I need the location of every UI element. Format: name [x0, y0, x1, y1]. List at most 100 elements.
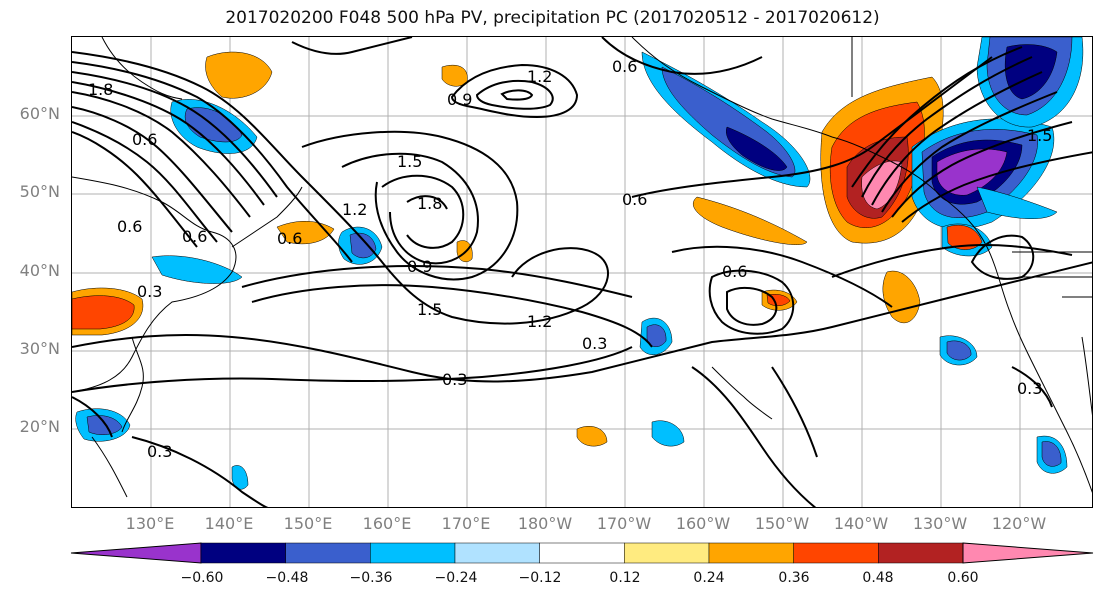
contour-label: 0.6	[132, 130, 157, 149]
lat-label: 60°N	[19, 104, 60, 123]
coastline	[231, 186, 303, 248]
lon-label: 120°W	[991, 514, 1047, 533]
colorbar-cell	[454, 542, 540, 564]
pv-contour	[72, 106, 233, 233]
precip-negative-region	[349, 232, 377, 259]
colorbar-tick-label: −0.36	[349, 570, 393, 586]
pv-contour	[450, 63, 579, 119]
colorbar-tick-label: −0.12	[518, 570, 562, 586]
contour-label: 0.6	[277, 229, 302, 248]
contour-label: 0.9	[447, 90, 472, 109]
precip-negative-region	[1041, 441, 1062, 467]
lat-label: 20°N	[19, 417, 60, 436]
contour-label: 1.2	[342, 200, 367, 219]
precip-positive-region	[576, 426, 608, 447]
lon-label: 160°E	[362, 514, 412, 533]
pv-contour	[341, 152, 479, 265]
precip-positive-region	[692, 196, 808, 245]
precip-negative-region	[651, 420, 685, 447]
lat-label: 30°N	[19, 339, 60, 358]
pv-contour	[970, 234, 1035, 280]
map-panel: 1.8 0.6 1.2 0.9 0.6 1.5 1.8 1.2 0.6 0.6 …	[71, 36, 1093, 508]
colorbar-cell	[878, 542, 964, 564]
contour-label: 0.6	[182, 227, 207, 246]
colorbar-tick-label: 0.60	[947, 570, 979, 586]
colorbar-cell	[624, 542, 710, 564]
contour-label: 0.6	[117, 217, 142, 236]
pv-contour	[1011, 366, 1053, 408]
pv-contour	[301, 130, 519, 281]
lon-label: 140°E	[204, 514, 254, 533]
precip-negative-region	[976, 186, 1058, 219]
precip-negative-region	[86, 415, 123, 435]
pv-contour	[671, 245, 893, 308]
precip-positive-region	[456, 240, 473, 263]
colorbar-tick-label: 0.48	[862, 570, 894, 586]
pv-contour	[851, 46, 1023, 188]
lon-label: 170°W	[596, 514, 652, 533]
colorbar-tick-label: −0.24	[434, 570, 478, 586]
colorbar-cell	[285, 542, 371, 564]
pv-contour	[861, 56, 1033, 198]
colorbar-cell	[793, 542, 879, 564]
pv-contour	[726, 286, 778, 326]
contour-label: 1.5	[397, 152, 422, 171]
pv-contour	[291, 37, 413, 55]
contour-label: 1.5	[1027, 126, 1052, 145]
pv-contour	[72, 61, 353, 263]
precip-negative-region	[946, 340, 972, 361]
contour-label: 1.2	[527, 67, 552, 86]
contour-label: 0.3	[582, 334, 607, 353]
map-canvas: 1.8 0.6 1.2 0.9 0.6 1.5 1.8 1.2 0.6 0.6 …	[72, 37, 1092, 507]
colorbar-cell	[708, 542, 794, 564]
coastline	[831, 136, 1092, 493]
lon-label: 180°W	[517, 514, 573, 533]
contour-label: 0.6	[622, 190, 647, 209]
contour-label: 1.5	[417, 300, 442, 319]
pv-contour	[881, 91, 1058, 213]
pv-contour	[901, 151, 1092, 223]
pv-contour	[72, 346, 633, 393]
precip-positive-region	[72, 295, 135, 330]
pv-contour	[72, 71, 278, 198]
precip-negative-region	[1004, 44, 1058, 100]
precip-positive-region	[276, 221, 335, 245]
pv-contour	[72, 396, 113, 438]
pv-contour	[241, 265, 633, 298]
colorbar-tick-label: −0.48	[265, 570, 309, 586]
pv-contour	[500, 89, 534, 101]
pv-contour	[381, 174, 465, 249]
contour-labels: 1.8 0.6 1.2 0.9 0.6 1.5 1.8 1.2 0.6 0.6 …	[88, 57, 1052, 461]
contour-label: 0.3	[147, 442, 172, 461]
colorbar-tick-label: −0.60	[180, 570, 224, 586]
pv-contour	[891, 121, 1073, 218]
contour-label: 1.2	[527, 312, 552, 331]
precip-negative-region	[726, 126, 788, 171]
pv-contour	[475, 79, 554, 110]
map-title: 2017020200 F048 500 hPa PV, precipitatio…	[225, 8, 880, 28]
coastline	[121, 336, 144, 433]
coastline	[1081, 336, 1092, 416]
pv-contour	[72, 91, 251, 218]
colorbar	[70, 542, 1094, 564]
colorbar-cell	[539, 542, 625, 564]
coastline	[711, 366, 773, 420]
lon-label: 150°E	[283, 514, 333, 533]
lat-label: 40°N	[19, 261, 60, 280]
precip-positive-region	[205, 51, 273, 99]
contour-label: 0.3	[1017, 379, 1042, 398]
colorbar-extend-low	[70, 542, 202, 564]
precip-negative-region	[151, 255, 243, 284]
pv-contour	[72, 261, 1092, 383]
colorbar-tick-label: 0.24	[693, 570, 725, 586]
pv-contour	[72, 121, 218, 243]
lon-label: 160°W	[675, 514, 731, 533]
precip-positive-region	[882, 270, 921, 324]
colorbar-cell	[370, 542, 456, 564]
lon-label: 130°W	[912, 514, 968, 533]
precipitation-shading	[72, 37, 1084, 490]
pv-contour	[72, 131, 198, 248]
colorbar-cell	[200, 542, 286, 564]
colorbar-tick-label: 0.36	[778, 570, 810, 586]
pv-contour	[708, 269, 795, 335]
